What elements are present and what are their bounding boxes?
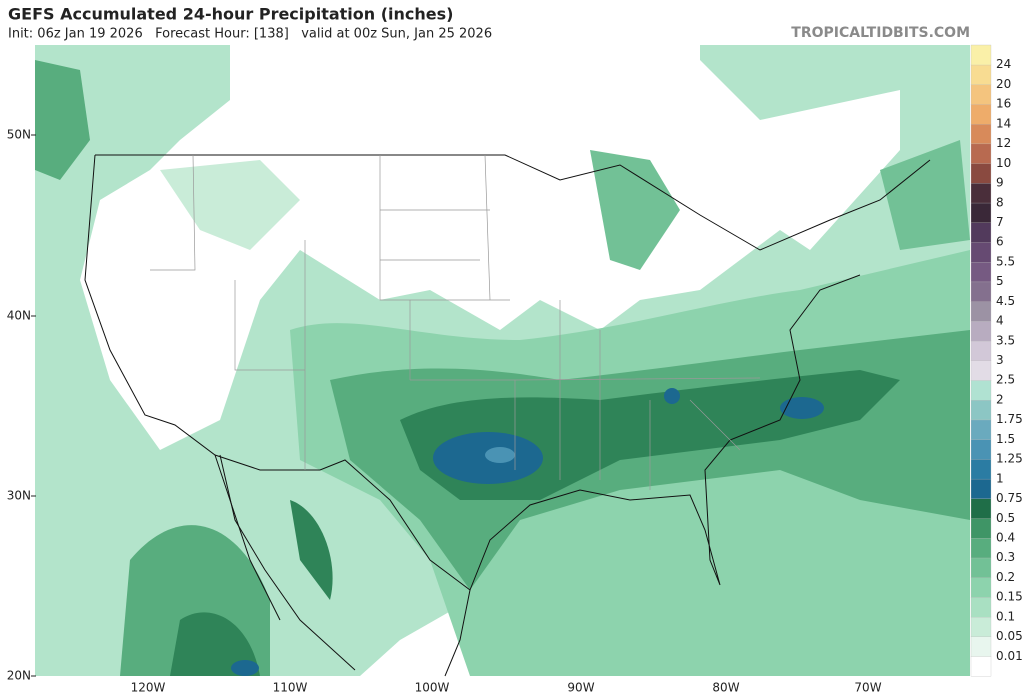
- title: GEFS Accumulated 24-hour Precipitation (…: [8, 5, 454, 24]
- colorbar-cell: [970, 301, 992, 322]
- colorbar-label: 4.5: [996, 294, 1015, 308]
- colorbar-label: 24: [996, 57, 1011, 71]
- colorbar-label: 0.15: [996, 590, 1023, 604]
- colorbar-cell: [970, 458, 992, 480]
- colorbar-label: 0.1: [996, 609, 1015, 623]
- lon-label: 70W: [854, 681, 881, 695]
- colorbar-label: 14: [996, 116, 1011, 130]
- colorbar-cell: [970, 439, 992, 460]
- colorbar-label: 10: [996, 156, 1011, 170]
- latitude-labels: 50N 40N 30N 20N: [7, 128, 36, 683]
- colorbar-cell: [970, 498, 992, 519]
- colorbar-label: 2.5: [996, 373, 1015, 387]
- colorbar-cell: [970, 616, 992, 638]
- colorbar-label: 3.5: [996, 333, 1015, 347]
- colorbar-cell: [970, 84, 992, 105]
- colorbar-cell: [970, 222, 992, 243]
- colorbar-label: 3: [996, 353, 1004, 367]
- colorbar-cell: [970, 380, 992, 401]
- map: 50N 40N 30N 20N 120W 110W 100W 90W 80W 70W: [7, 45, 970, 695]
- colorbar-cell: [970, 104, 992, 125]
- colorbar-cell: [970, 399, 992, 421]
- colorbar-cell: [970, 340, 992, 361]
- colorbar-cell: [970, 656, 992, 677]
- lon-label: 80W: [712, 681, 739, 695]
- colorbar-cell: [970, 281, 992, 302]
- colorbar-label: 0.75: [996, 491, 1023, 505]
- colorbar-cell: [970, 242, 992, 263]
- colorbar-cell: [970, 478, 992, 499]
- colorbar-cell: [970, 577, 992, 598]
- lon-label: 110W: [273, 681, 308, 695]
- colorbar-label: 16: [996, 97, 1011, 111]
- lat-label: 20N: [7, 669, 31, 683]
- colorbar-cell: [970, 202, 992, 223]
- colorbar-label: 4: [996, 314, 1004, 328]
- colorbar-label: 20: [996, 77, 1011, 91]
- colorbar-cell: [970, 557, 992, 578]
- colorbar-label: 5.5: [996, 254, 1015, 268]
- colorbar-cell: [970, 163, 992, 184]
- subtitle: Init: 06z Jan 19 2026 Forecast Hour: [13…: [8, 27, 492, 42]
- colorbar-label: 0.05: [996, 629, 1023, 643]
- colorbar-label: 1.5: [996, 432, 1015, 446]
- lat-label: 50N: [7, 128, 31, 142]
- colorbar-label: 5: [996, 274, 1004, 288]
- colorbar-label: 7: [996, 215, 1004, 229]
- colorbar-cell: [970, 143, 992, 164]
- colorbar-cell: [970, 320, 992, 342]
- colorbar-cell: [970, 182, 992, 204]
- colorbar-label: 1.75: [996, 412, 1023, 426]
- colorbar-label: 0.2: [996, 570, 1015, 584]
- colorbar: 0.01 0.05 0.1 0.15 0.2 0.3 0.4 0.5 0.75 1 1.25 1.5 1…: [970, 44, 1023, 677]
- colorbar-cell: [970, 44, 992, 66]
- borders: [84, 154, 931, 677]
- colorbar-cell: [970, 261, 992, 283]
- lon-label: 120W: [131, 681, 166, 695]
- longitude-labels: 120W 110W 100W 90W 80W 70W: [131, 681, 882, 695]
- colorbar-label: 1.25: [996, 452, 1023, 466]
- colorbar-label: 8: [996, 195, 1004, 209]
- colorbar-label: 12: [996, 136, 1011, 150]
- colorbar-cell: [970, 636, 992, 657]
- lat-label: 30N: [7, 489, 31, 503]
- colorbar-label: 9: [996, 176, 1004, 190]
- colorbar-label: 6: [996, 235, 1004, 249]
- colorbar-label: 0.5: [996, 511, 1015, 525]
- lat-label: 40N: [7, 309, 31, 323]
- lon-label: 90W: [567, 681, 594, 695]
- colorbar-cell: [970, 64, 992, 85]
- colorbar-cell: [970, 537, 992, 559]
- colorbar-cell: [970, 518, 992, 539]
- colorbar-label: 0.3: [996, 550, 1015, 564]
- colorbar-cell: [970, 596, 992, 618]
- colorbar-cell: [970, 419, 992, 440]
- colorbar-label: 1: [996, 471, 1004, 485]
- lon-label: 100W: [415, 681, 450, 695]
- colorbar-label: 0.01: [996, 649, 1023, 663]
- colorbar-label: 2: [996, 392, 1004, 406]
- watermark: TROPICALTIDBITS.COM: [791, 25, 970, 41]
- colorbar-cell: [970, 123, 992, 145]
- colorbar-cell: [970, 360, 992, 381]
- colorbar-label: 0.4: [996, 530, 1015, 544]
